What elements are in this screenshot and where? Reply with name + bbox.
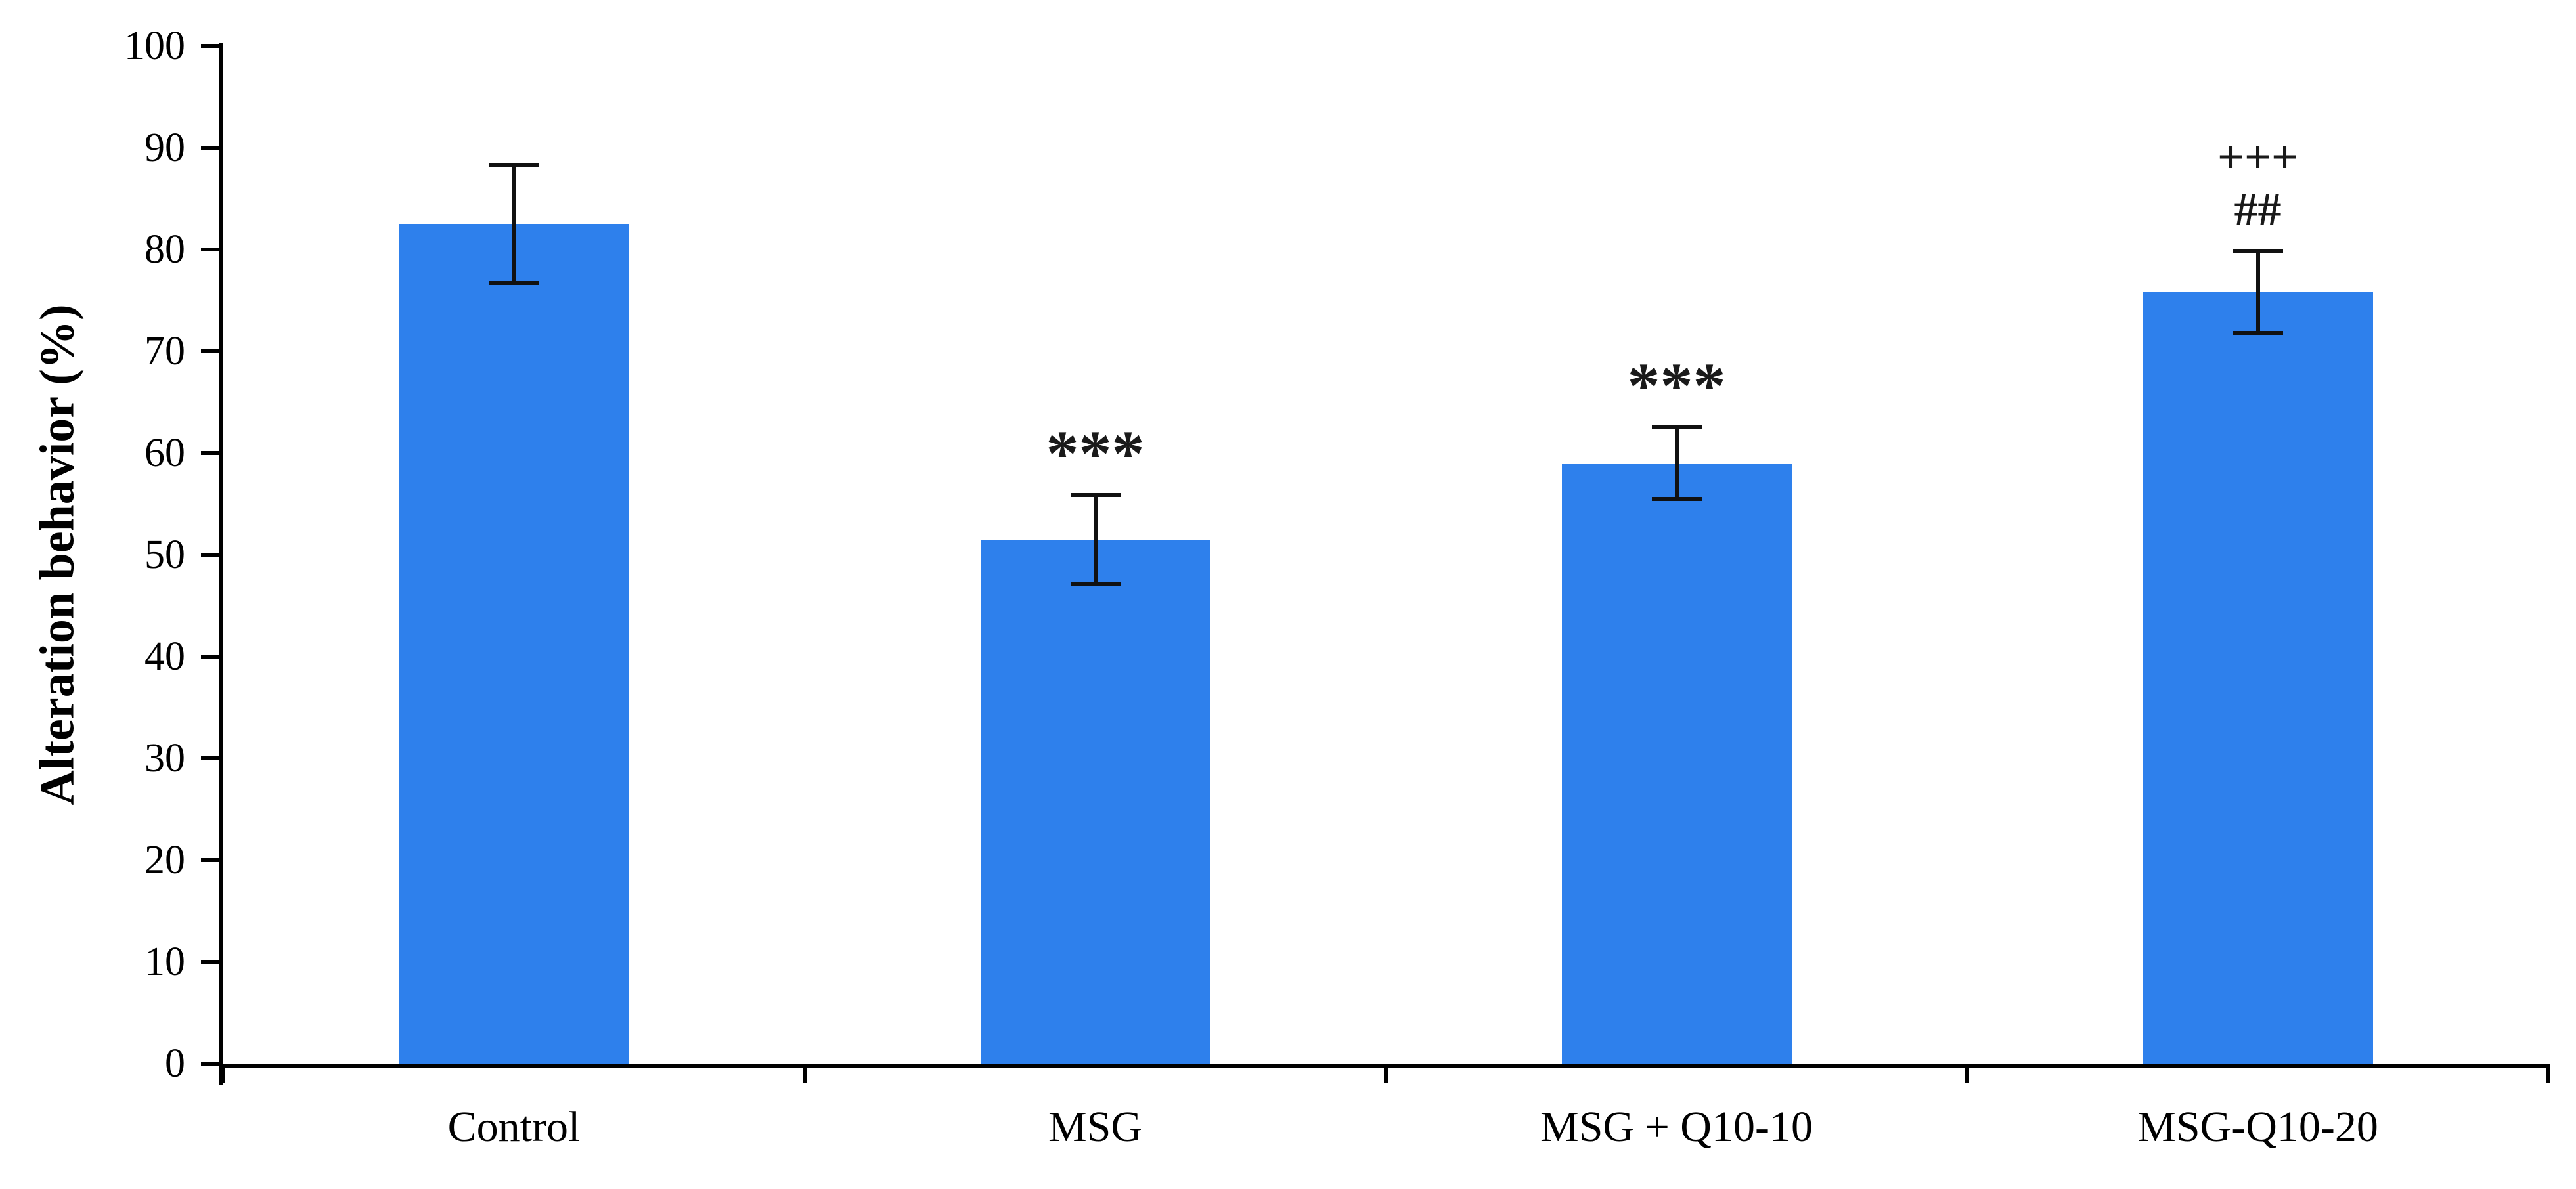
y-tick-mark <box>201 756 219 760</box>
y-tick-mark <box>201 146 219 150</box>
y-tick-mark <box>201 1062 219 1066</box>
y-tick-mark <box>201 858 219 862</box>
error-bar-cap-top <box>2232 249 2283 254</box>
bar-msg-q10-10 <box>1561 463 1792 1064</box>
y-tick-mark <box>201 553 219 557</box>
y-axis-line <box>219 43 223 1085</box>
bar-msg <box>980 539 1210 1064</box>
y-tick-label: 90 <box>144 125 185 170</box>
y-tick-label: 30 <box>144 736 185 781</box>
y-tick-mark <box>201 349 219 353</box>
category-label-msg: MSG <box>1048 1103 1143 1151</box>
x-tick-mark <box>1384 1064 1388 1083</box>
annotation-text: *** <box>1627 349 1726 423</box>
category-label-control: Control <box>447 1103 581 1151</box>
error-bar-cap-bottom <box>1070 582 1121 586</box>
category-label-msg-q10-20: MSG-Q10-20 <box>2137 1103 2378 1151</box>
y-tick-label: 40 <box>144 634 185 679</box>
y-tick-mark <box>201 960 219 964</box>
x-tick-mark <box>1965 1064 1969 1083</box>
error-bar-cap-bottom <box>489 281 539 286</box>
bar-control <box>399 224 629 1064</box>
error-bar-line <box>1674 427 1679 499</box>
significance-annotation-msg-q10-10: *** <box>1480 349 1874 423</box>
y-tick-mark <box>201 451 219 455</box>
error-bar-cap-top <box>1070 492 1121 497</box>
y-tick-mark <box>201 655 219 659</box>
y-tick-label: 100 <box>124 24 185 68</box>
error-bar-cap-top <box>1651 425 1702 430</box>
error-bar-line <box>1093 494 1098 584</box>
annotation-text: ## <box>2234 183 2282 236</box>
error-bar-cap-bottom <box>1651 496 1702 501</box>
y-tick-mark <box>201 248 219 251</box>
y-tick-label: 60 <box>144 431 185 475</box>
error-bar-cap-bottom <box>2232 331 2283 335</box>
y-tick-label: 80 <box>144 227 185 272</box>
annotation-text: +++ <box>2217 131 2299 184</box>
x-tick-mark <box>221 1064 225 1083</box>
x-tick-mark <box>2546 1064 2550 1083</box>
bar-msg-q10-20 <box>2143 292 2373 1064</box>
y-tick-label: 50 <box>144 532 185 577</box>
y-tick-label: 20 <box>144 838 185 882</box>
significance-annotation-msg-q10-20: +++ ## <box>2061 131 2455 236</box>
y-tick-label: 70 <box>144 329 185 374</box>
error-bar-line <box>2255 251 2260 334</box>
x-tick-mark <box>803 1064 807 1083</box>
significance-annotation-msg: *** <box>899 416 1293 490</box>
annotation-text: *** <box>1046 416 1145 490</box>
y-tick-label: 10 <box>144 940 185 984</box>
y-tick-label: 0 <box>165 1041 185 1086</box>
y-tick-mark <box>201 44 219 48</box>
error-bar-line <box>512 165 516 284</box>
error-bar-cap-top <box>489 163 539 167</box>
category-label-msg-q10-10: MSG + Q10-10 <box>1540 1103 1813 1151</box>
